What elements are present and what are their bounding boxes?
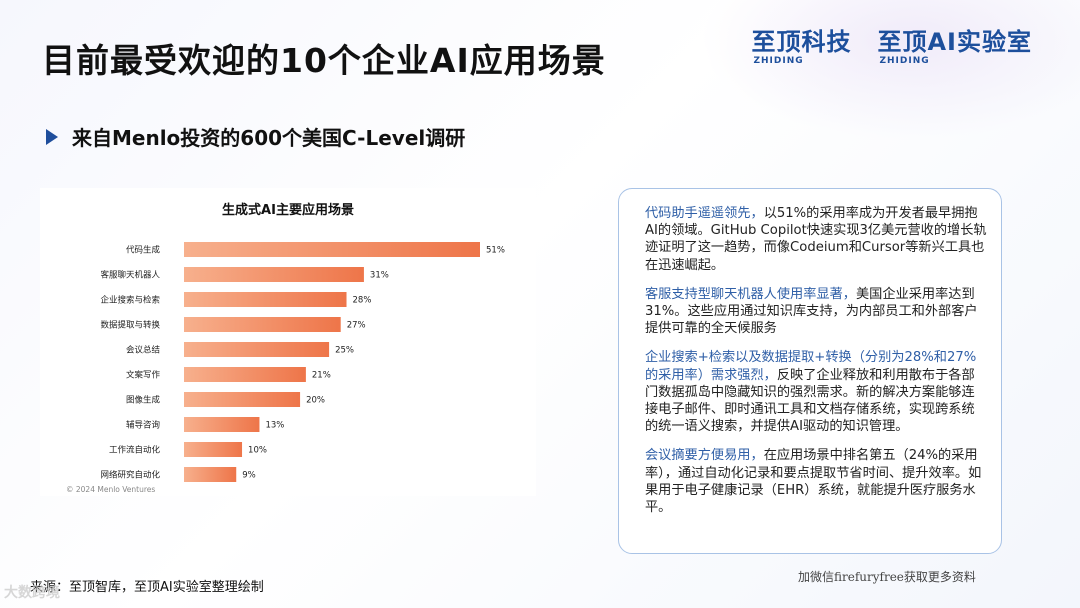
category-label: 会议总结 [126, 345, 160, 356]
paragraph-text: 美国企业采用率达到31%。这些应用通过知识库支持，为内部员工和外部客户提供可靠的… [645, 286, 978, 337]
value-label: 28% [353, 296, 372, 306]
chart-container: 生成式AI主要应用场景 代码生成 51% 客服聊天机器人 31% 企业搜索与检索 28% 数… [40, 188, 536, 496]
category-label: 网络研究自动化 [100, 470, 160, 481]
category-label: 文案写作 [126, 370, 161, 381]
value-label: 9% [242, 471, 256, 481]
paragraph-text: 在应用场景中排名第五（24%的采用率），通过自动化记录和要点提取节省时间、提升效… [645, 448, 982, 516]
source-note: 来源：至顶智库，至顶AI实验室整理绘制 [30, 580, 264, 595]
insight-paragraph: 代码助手遥遥领先，以51%的采用率成为开发者最早拥抱AI的领域。GitHub C… [645, 205, 987, 274]
value-label: 20% [306, 396, 325, 406]
paragraph-text: 反映了企业释放和利用散布于各部门数据孤岛中隐藏知识的强烈需求。新的解决方案能够连… [645, 367, 975, 435]
category-label: 辅导咨询 [126, 420, 160, 431]
paragraph-highlight: 客服支持型聊天机器人使用率显著， [645, 286, 856, 302]
bar-chart: 生成式AI主要应用场景 代码生成 51% 客服聊天机器人 31% 企业搜索与检索 28% 数… [66, 202, 505, 494]
value-label: 10% [248, 446, 267, 456]
paragraph-highlight: 企业搜索+检索以及数据提取+转换（分别为28%和27%的采用率）需求强烈， [645, 350, 977, 383]
logo-main-text: 至顶科技 [751, 28, 852, 56]
paragraph-text: 以51%的采用率成为开发者最早拥抱AI的领域。GitHub Copilot快速实… [645, 206, 987, 273]
zhiding-ai-lab-logo: 至顶AI实验室 ZHIDING [877, 28, 1032, 66]
logo-sub-text: ZHIDING [879, 56, 930, 66]
triangle-bullet-icon [46, 128, 58, 145]
category-label: 工作流自动化 [109, 445, 161, 456]
chart-title: 生成式AI主要应用场景 [222, 202, 354, 218]
category-label: 企业搜索与检索 [100, 295, 160, 306]
bar [184, 292, 347, 307]
logo-group: 至顶科技 ZHIDING 至顶AI实验室 ZHIDING [751, 28, 1032, 66]
category-label: 图像生成 [126, 395, 161, 406]
value-label: 13% [265, 421, 284, 431]
category-label: 客服聊天机器人 [100, 270, 160, 281]
insight-panel: 代码助手遥遥领先，以51%的采用率成为开发者最早拥抱AI的领域。GitHub C… [618, 188, 1002, 554]
slide-subtitle: 来自Menlo投资的600个美国C-Level调研 [72, 126, 466, 150]
value-label: 21% [312, 371, 331, 381]
insight-paragraph: 会议摘要方便易用，在应用场景中排名第五（24%的采用率），通过自动化记录和要点提… [645, 447, 987, 516]
watermark-text: 大数跨境 [4, 585, 60, 601]
category-label: 数据提取与转换 [100, 320, 160, 331]
bar [184, 342, 330, 357]
value-label: 25% [335, 346, 354, 356]
logo-main-text: 至顶AI实验室 [877, 28, 1032, 56]
category-label: 代码生成 [126, 245, 161, 256]
bar [184, 442, 243, 457]
slide-title: 目前最受欢迎的10个企业AI应用场景 [42, 41, 606, 80]
bar [184, 367, 306, 382]
chart-credit: © 2024 Menlo Ventures [66, 485, 155, 494]
insight-paragraph: 客服支持型聊天机器人使用率显著，美国企业采用率达到31%。这些应用通过知识库支持… [645, 286, 987, 338]
bar [184, 267, 364, 282]
bar [184, 242, 480, 257]
zhiding-tech-logo: 至顶科技 ZHIDING [751, 28, 851, 66]
logo-sub-text: ZHIDING [753, 56, 804, 66]
insight-paragraph: 企业搜索+检索以及数据提取+转换（分别为28%和27%的采用率）需求强烈，反映了… [645, 349, 987, 435]
value-label: 27% [347, 321, 366, 331]
paragraph-highlight: 会议摘要方便易用， [645, 448, 764, 464]
subtitle-row: 来自Menlo投资的600个美国C-Level调研 [46, 122, 465, 151]
value-label: 51% [486, 246, 505, 256]
bar [184, 417, 260, 432]
bar [184, 467, 237, 482]
background-decoration [700, 0, 1080, 140]
bar [184, 392, 301, 407]
paragraph-highlight: 代码助手遥遥领先， [645, 206, 764, 221]
bar [184, 317, 341, 332]
footer-note: 加微信firefuryfree获取更多资料 [798, 570, 976, 584]
value-label: 31% [370, 271, 389, 281]
